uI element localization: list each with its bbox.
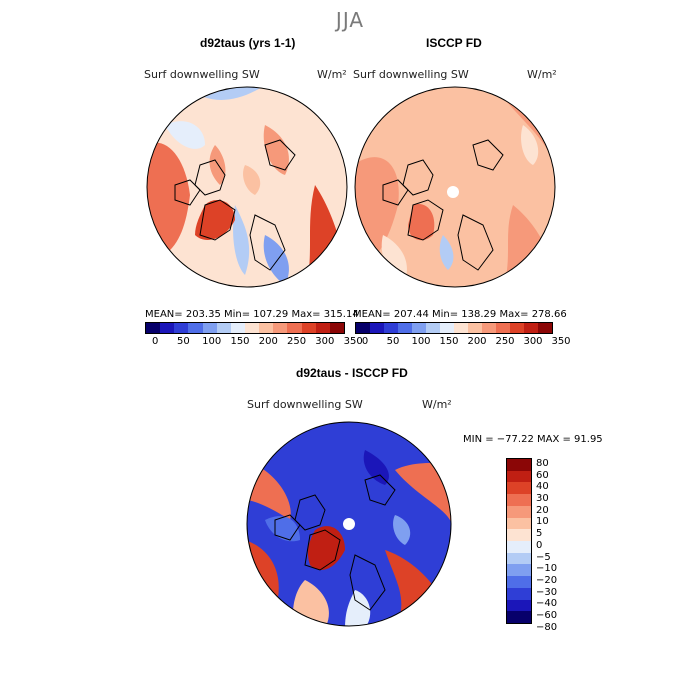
diff-colorbar-swatch	[507, 599, 531, 612]
left-panel-title: d92taus (yrs 1-1)	[200, 36, 296, 50]
right-colorbar-swatch	[468, 323, 482, 333]
right-panel-stats: MEAN= 207.44 Min= 138.29 Max= 278.66	[353, 309, 567, 320]
diff-colorbar-swatch	[507, 576, 531, 588]
right-colorbar-swatch	[496, 323, 510, 333]
right-colorbar-label: 100	[411, 336, 431, 347]
diff-colorbar	[506, 458, 532, 624]
left-colorbar-label: 150	[230, 336, 250, 347]
right-colorbar-label: 250	[495, 336, 515, 347]
diff-panel-stats: MIN = −77.22 MAX = 91.95	[463, 434, 603, 445]
diff-colorbar-label: 10	[536, 516, 549, 528]
diff-colorbar-label: 60	[536, 469, 549, 481]
diff-colorbar-label: −5	[536, 551, 551, 563]
right-panel-title: ISCCP FD	[426, 36, 482, 50]
left-colorbar-swatch	[160, 323, 175, 333]
diff-colorbar-label: 30	[536, 493, 549, 504]
left-colorbar-label: 0	[151, 336, 159, 347]
diff-colorbar-label: −20	[536, 575, 558, 586]
left-colorbar-swatch	[174, 323, 189, 333]
right-colorbar-label: 350	[551, 336, 571, 347]
left-colorbar-swatch	[315, 323, 330, 333]
right-colorbar-swatch	[370, 323, 384, 333]
left-colorbar-swatch	[329, 323, 344, 333]
left-colorbar-label: 300	[315, 336, 335, 347]
diff-colorbar-label: 5	[536, 528, 543, 540]
right-colorbar-label: 300	[523, 336, 543, 347]
left-colorbar-swatch	[287, 323, 302, 333]
diff-colorbar-label: −40	[536, 598, 558, 610]
left-colorbar-swatch	[301, 323, 316, 333]
right-panel-variable: Surf downwelling SW	[353, 68, 469, 81]
diff-colorbar-label: 40	[536, 481, 549, 493]
left-colorbar	[145, 322, 345, 334]
left-colorbar-swatch	[202, 323, 217, 333]
diff-colorbar-label: −80	[536, 621, 558, 633]
diff-colorbar-swatch	[507, 505, 531, 518]
left-panel-stats: MEAN= 203.35 Min= 107.29 Max= 315.14	[145, 309, 359, 320]
diff-colorbar-swatch	[507, 494, 531, 506]
diff-colorbar-label: 0	[536, 539, 543, 551]
right-colorbar-label: 200	[467, 336, 487, 347]
left-polar-map	[146, 86, 348, 288]
right-colorbar-swatch	[384, 323, 398, 333]
diff-colorbar-swatch	[507, 564, 531, 577]
diff-colorbar-swatch	[507, 459, 531, 471]
left-colorbar-swatch	[146, 323, 161, 333]
right-colorbar	[355, 322, 553, 334]
left-colorbar-swatch	[188, 323, 203, 333]
left-colorbar-swatch	[244, 323, 260, 333]
diff-colorbar-swatch	[507, 552, 531, 565]
left-colorbar-swatch	[230, 323, 245, 333]
right-colorbar-swatch	[412, 323, 426, 333]
right-colorbar-swatch	[538, 323, 552, 333]
left-colorbar-labels: 0 50 100 150 200 250 300 350	[145, 336, 363, 350]
right-colorbar-swatch	[510, 323, 524, 333]
right-colorbar-label: 0	[361, 336, 369, 347]
right-colorbar-swatch	[440, 323, 454, 333]
left-colorbar-swatch	[216, 323, 231, 333]
right-polar-map	[354, 86, 556, 288]
diff-colorbar-label: 20	[536, 504, 549, 516]
diff-colorbar-swatch	[507, 529, 531, 542]
diff-colorbar-swatch	[507, 587, 531, 600]
left-colorbar-label: 350	[343, 336, 363, 347]
diff-colorbar-swatch	[507, 517, 531, 530]
diff-polar-map	[246, 421, 452, 627]
right-colorbar-swatch	[524, 323, 538, 333]
diff-colorbar-label: −10	[536, 563, 558, 575]
right-panel-units: W/m²	[527, 68, 557, 81]
left-colorbar-label: 200	[258, 336, 278, 347]
diff-colorbar-swatch	[507, 611, 531, 624]
diff-colorbar-labels: 80 60 40 30 20 10 5 0 −5 −10 −20 −30 −40 −60 −80	[536, 457, 576, 633]
diff-panel-units: W/m²	[422, 398, 452, 411]
diff-colorbar-label: 80	[536, 457, 549, 469]
left-colorbar-swatch	[273, 323, 288, 333]
diff-panel-variable: Surf downwelling SW	[247, 398, 363, 411]
season-title: JJA	[335, 8, 365, 32]
right-colorbar-labels: 0 50 100 150 200 250 300 350	[355, 336, 571, 350]
left-colorbar-swatch	[259, 323, 274, 333]
left-colorbar-label: 50	[177, 336, 190, 347]
diff-colorbar-swatch	[507, 470, 531, 483]
left-colorbar-label: 100	[202, 336, 222, 347]
right-colorbar-label: 150	[439, 336, 459, 347]
right-colorbar-swatch	[426, 323, 440, 333]
diff-colorbar-label: −60	[536, 610, 558, 622]
right-colorbar-swatch	[398, 323, 412, 333]
diff-colorbar-label: −30	[536, 586, 558, 598]
diff-colorbar-swatch	[507, 541, 531, 553]
left-panel-variable: Surf downwelling SW	[144, 68, 260, 81]
right-colorbar-swatch	[356, 323, 370, 333]
diff-panel-title: d92taus - ISCCP FD	[296, 366, 408, 380]
left-colorbar-label: 250	[287, 336, 307, 347]
left-panel-units: W/m²	[317, 68, 347, 81]
diff-colorbar-swatch	[507, 482, 531, 495]
right-colorbar-swatch	[454, 323, 468, 333]
right-colorbar-label: 50	[386, 336, 400, 347]
right-colorbar-swatch	[482, 323, 496, 333]
